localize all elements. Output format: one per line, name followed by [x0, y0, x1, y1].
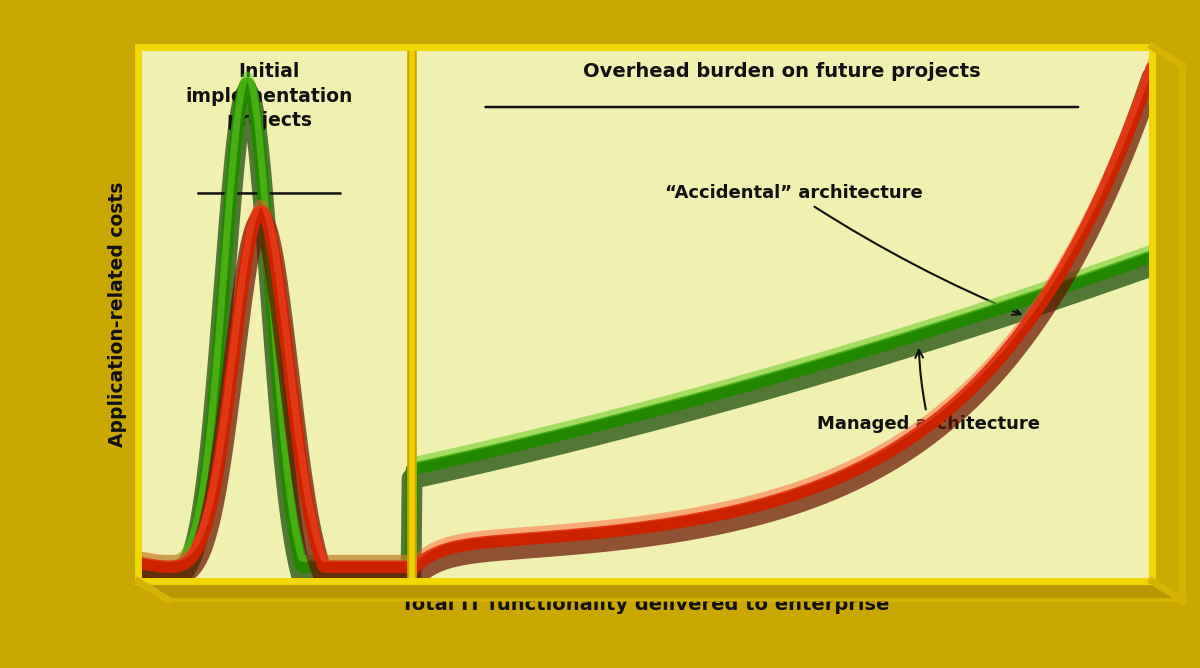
X-axis label: Total IT functionality delivered to enterprise: Total IT functionality delivered to ente…	[401, 595, 889, 614]
Text: Overhead burden on future projects: Overhead burden on future projects	[583, 63, 980, 81]
Y-axis label: Application-related costs: Application-related costs	[108, 181, 127, 447]
Text: Initial
implementation
projects: Initial implementation projects	[186, 63, 353, 130]
Polygon shape	[138, 581, 1182, 600]
Text: “Accidental” architecture: “Accidental” architecture	[665, 184, 1020, 315]
Text: Managed architecture: Managed architecture	[817, 350, 1040, 433]
Polygon shape	[1152, 47, 1182, 600]
